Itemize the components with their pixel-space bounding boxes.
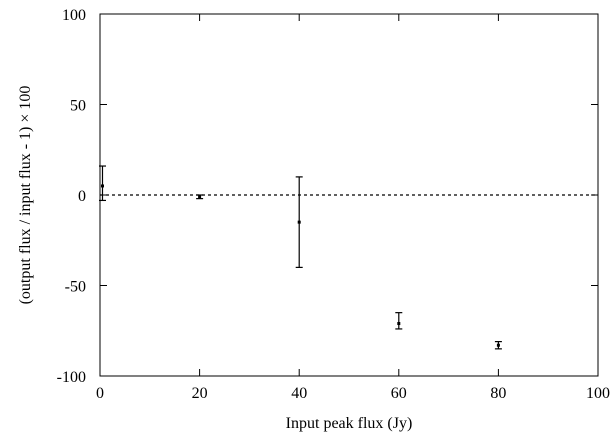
y-tick-labels: -100 -50 0 50 100	[57, 7, 86, 386]
y-tick-label: -100	[57, 369, 86, 386]
x-tick-label: 60	[391, 385, 407, 402]
y-axis-label: (output flux / input flux - 1) × 100	[17, 86, 34, 305]
data-point	[198, 195, 202, 199]
data-point	[100, 184, 104, 188]
y-tick-label: 50	[70, 98, 86, 115]
x-tick-label: 20	[192, 385, 208, 402]
x-tick-labels: 0 20 40 60 80 100	[96, 385, 610, 402]
data-point	[496, 343, 500, 347]
x-tick-label: 40	[291, 385, 307, 402]
data-points	[98, 165, 502, 350]
x-tick-label: 80	[490, 385, 506, 402]
data-point	[397, 322, 401, 326]
y-tick-label: -50	[65, 279, 86, 296]
x-axis-label: Input peak flux (Jy)	[286, 415, 413, 432]
data-point	[297, 220, 301, 224]
x-tick-label: 0	[96, 385, 104, 402]
y-tick-label: 100	[62, 7, 86, 24]
x-tick-label: 100	[586, 385, 610, 402]
y-tick-label: 0	[78, 188, 86, 205]
